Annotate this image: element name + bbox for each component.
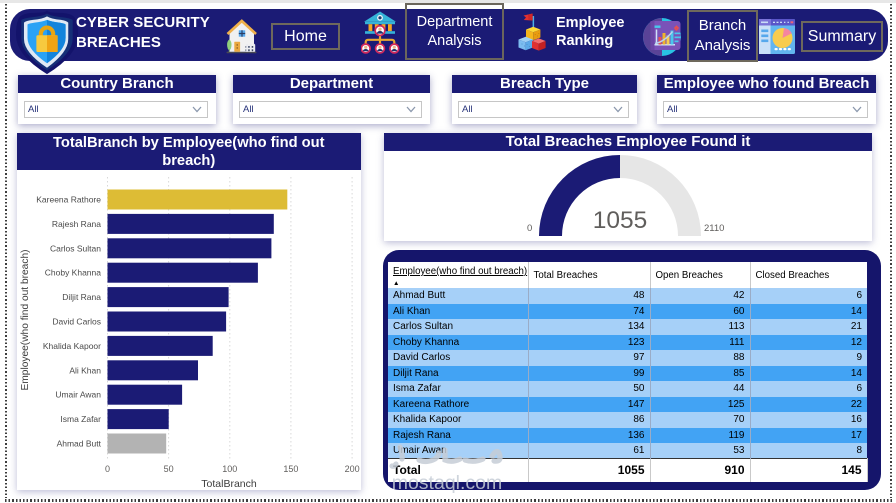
svg-text:100: 100	[222, 464, 237, 474]
svg-text:Ahmad Butt: Ahmad Butt	[57, 439, 102, 449]
svg-text:Carlos Sultan: Carlos Sultan	[50, 243, 101, 253]
svg-text:Choby Khanna: Choby Khanna	[45, 268, 102, 278]
svg-text:200: 200	[345, 464, 360, 474]
svg-text:Employee(who find out breach): Employee(who find out breach)	[20, 249, 31, 390]
svg-text:50: 50	[164, 464, 174, 474]
svg-text:Kareena Rathore: Kareena Rathore	[36, 195, 101, 205]
svg-text:TotalBranch: TotalBranch	[201, 478, 257, 490]
svg-text:Ali Khan: Ali Khan	[69, 365, 101, 375]
svg-text:Isma Zafar: Isma Zafar	[60, 414, 101, 424]
svg-text:0: 0	[105, 464, 110, 474]
svg-text:150: 150	[283, 464, 298, 474]
svg-text:mostaql.com: mostaql.com	[392, 472, 503, 494]
svg-text:Khalida Kapoor: Khalida Kapoor	[43, 341, 101, 351]
svg-text:Diljit Rana: Diljit Rana	[62, 292, 101, 302]
svg-text:Umair Awan: Umair Awan	[55, 390, 101, 400]
svg-text:Rajesh Rana: Rajesh Rana	[52, 219, 101, 229]
svg-text:David Carlos: David Carlos	[52, 317, 101, 327]
